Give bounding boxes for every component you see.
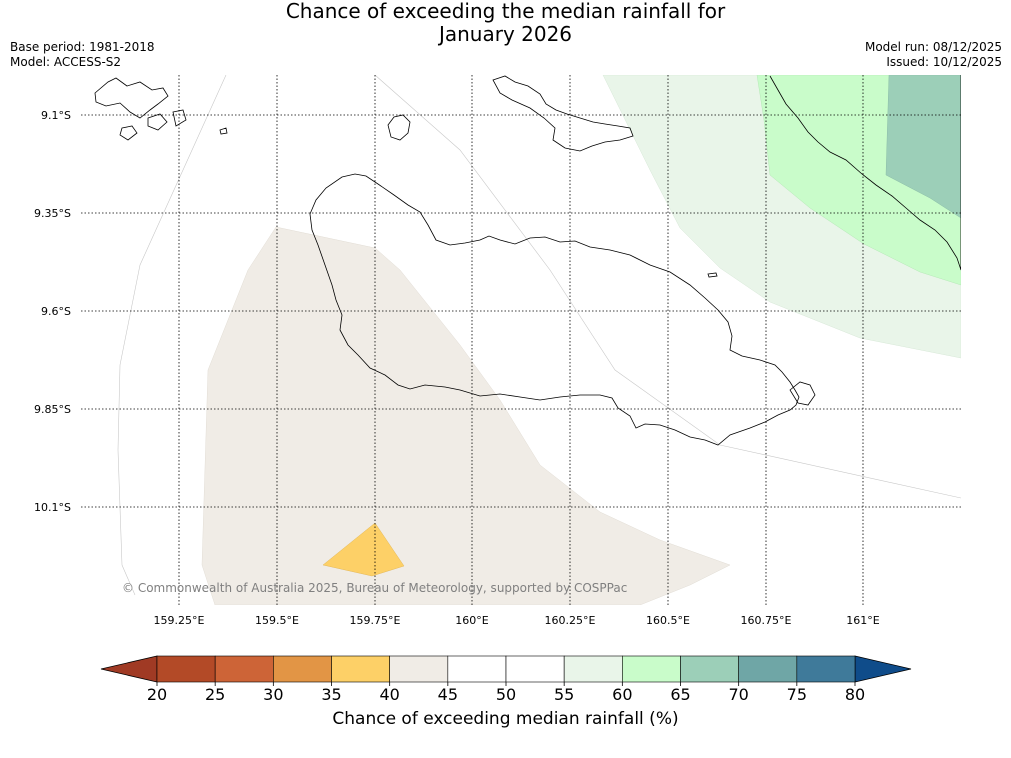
colorbar-bin	[796, 655, 856, 683]
lon-label-159.25: 159.25°E	[154, 614, 205, 627]
colorbar-bin	[563, 655, 623, 683]
colorbar-tick-label: 75	[787, 685, 807, 704]
latitude-labels: 9.1°S 9.35°S 9.6°S 9.85°S 10.1°S	[34, 109, 71, 514]
colorbar-bin	[505, 655, 565, 683]
meta-left: Base period: 1981-2018 Model: ACCESS-S2	[10, 40, 155, 70]
colorbar-tick-label: 55	[554, 685, 574, 704]
colorbar-over-arrow	[854, 655, 912, 683]
lon-label-161: 161°E	[846, 614, 879, 627]
colorbar-tick-label: 25	[205, 685, 225, 704]
colorbar-tick-label: 50	[496, 685, 516, 704]
colorbar-tick-label: 80	[845, 685, 865, 704]
faint-contour-west	[117, 75, 227, 596]
lat-label-9.1: 9.1°S	[41, 109, 71, 122]
map-area: © Commonwealth of Australia 2025, Bureau…	[81, 75, 961, 605]
colorbar-tick-label: 20	[147, 685, 167, 704]
colorbar-bin	[680, 655, 739, 683]
colorbar-label: Chance of exceeding median rainfall (%)	[332, 709, 679, 729]
colorbar-tick-label: 30	[263, 685, 283, 704]
colorbar-bin	[389, 655, 449, 683]
colorbar: 20 25 30 35 40 45 50 55 60 65 70 75 80	[100, 655, 912, 704]
graticule	[81, 75, 961, 605]
colorbar-bin	[214, 655, 274, 683]
coastlines	[94, 75, 961, 446]
model-run-text: Model run: 08/12/2025	[864, 40, 1002, 54]
islet-north	[387, 114, 411, 141]
colorbar-bin	[156, 655, 216, 683]
title-line-1: Chance of exceeding the median rainfall …	[285, 0, 726, 23]
colorbar-bin	[331, 655, 390, 683]
lon-label-159.5: 159.5°E	[255, 614, 299, 627]
colorbar-tick-label: 60	[612, 685, 632, 704]
lon-label-160: 160°E	[455, 614, 488, 627]
model-text: Model: ACCESS-S2	[10, 55, 122, 69]
colorbar-bin	[447, 655, 507, 683]
malaita-coastline	[769, 75, 961, 271]
islet-east	[707, 272, 718, 278]
meta-right: Model run: 08/12/2025 Issued: 10/12/2025	[865, 40, 1002, 70]
base-period-text: Base period: 1981-2018	[10, 40, 155, 54]
lat-label-9.85: 9.85°S	[34, 403, 71, 416]
lat-label-9.35: 9.35°S	[34, 207, 71, 220]
lon-label-160.5: 160.5°E	[646, 614, 690, 627]
issued-text: Issued: 10/12/2025	[886, 55, 1002, 69]
prob-region-35-40	[322, 522, 405, 577]
russell-islands-coastline	[94, 77, 228, 141]
lon-label-159.75: 159.75°E	[350, 614, 401, 627]
colorbar-tick-label: 40	[379, 685, 399, 704]
islet-marau	[789, 381, 816, 406]
longitude-labels: 159.25°E 159.5°E 159.75°E 160°E 160.25°E…	[154, 614, 880, 627]
colorbar-bin	[622, 655, 681, 683]
colorbar-bin	[738, 655, 798, 683]
guadalcanal-coastline	[309, 173, 800, 446]
lat-label-9.6: 9.6°S	[41, 305, 71, 318]
prob-region-65-70	[885, 75, 961, 219]
colorbar-tick-label: 65	[670, 685, 690, 704]
title-line-2: January 2026	[438, 22, 573, 46]
colorbar-tick-label: 45	[438, 685, 458, 704]
lon-label-160.25: 160.25°E	[545, 614, 596, 627]
lon-label-160.75: 160.75°E	[741, 614, 792, 627]
faint-contour-centre	[374, 75, 961, 499]
colorbar-under-arrow	[100, 655, 158, 683]
colorbar-tick-label: 70	[728, 685, 748, 704]
copyright-text: © Commonwealth of Australia 2025, Bureau…	[122, 581, 627, 595]
colorbar-bin	[273, 655, 332, 683]
map-title: Chance of exceeding the median rainfall …	[0, 0, 1011, 46]
lat-label-10.1: 10.1°S	[34, 501, 71, 514]
florida-islands-coastline	[492, 75, 634, 152]
prob-region-40-45	[201, 226, 731, 605]
colorbar-tick-label: 35	[321, 685, 341, 704]
